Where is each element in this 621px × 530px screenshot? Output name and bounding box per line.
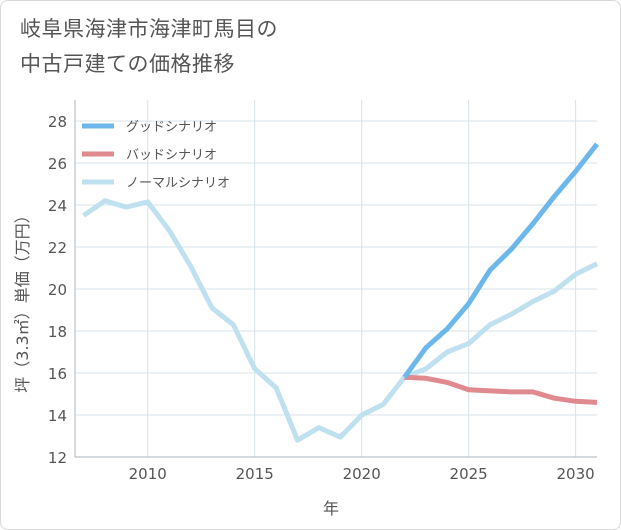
- x-axis-label: 年: [323, 499, 339, 518]
- y-tick-label-5: 22: [48, 239, 67, 257]
- x-tick-label-3: 2025: [450, 465, 488, 483]
- plot-area: [75, 100, 597, 457]
- axes: [74, 100, 597, 458]
- x-tick-label-1: 2015: [236, 465, 274, 483]
- chart-title-line-2: 中古戸建ての価格推移: [20, 52, 235, 76]
- y-tick-label-0: 12: [48, 449, 67, 467]
- series-lines: [82, 142, 599, 443]
- y-tick-label-7: 26: [48, 155, 67, 173]
- x-tick-label-4: 2030: [557, 465, 595, 483]
- x-tick-label-0: 2010: [129, 465, 167, 483]
- chart-title-line-1: 岐阜県海津市海津町馬目の: [20, 17, 278, 41]
- y-tick-label-3: 18: [48, 323, 67, 341]
- series-line-0: [402, 142, 599, 379]
- legend-label-1: バッドシナリオ: [126, 148, 217, 163]
- legend-label-0: グッドシナリオ: [126, 120, 217, 135]
- y-tick-label-6: 24: [48, 197, 67, 215]
- tick-labels: 12 14 16 18 20 22 24 26 28 2010 2015 2020 2025 2030: [48, 113, 595, 483]
- y-tick-label-8: 28: [48, 113, 67, 131]
- series-line-2: [82, 198, 599, 443]
- series-line-1: [404, 374, 598, 405]
- y-tick-label-1: 14: [48, 407, 67, 425]
- chart-title: 岐阜県海津市海津町馬目の 中古戸建ての価格推移: [20, 12, 278, 82]
- y-tick-label-2: 16: [48, 365, 67, 383]
- y-tick-label-4: 20: [48, 281, 67, 299]
- x-tick-label-2: 2020: [343, 465, 381, 483]
- legend-label-2: ノーマルシナリオ: [126, 176, 230, 191]
- y-axis-label: 坪（3.3㎡）単価（万円）: [13, 207, 32, 392]
